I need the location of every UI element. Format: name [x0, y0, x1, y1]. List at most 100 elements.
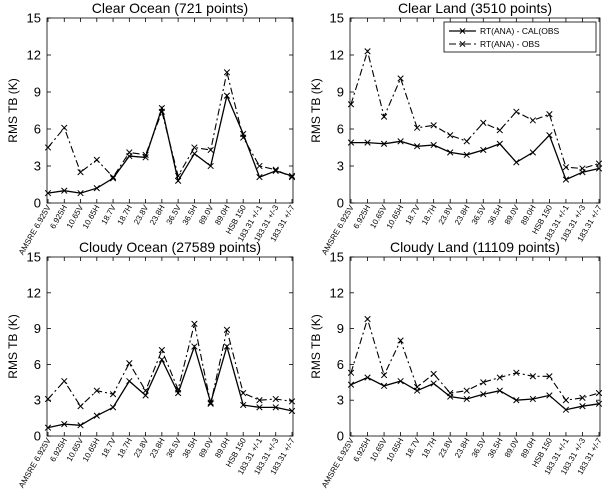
data-point — [240, 389, 247, 397]
data-point — [496, 387, 503, 394]
data-point — [480, 379, 487, 386]
y-tick-label: 0 — [34, 429, 41, 444]
data-point — [529, 149, 537, 156]
data-point — [595, 165, 603, 172]
y-tick-label: 9 — [337, 321, 344, 336]
x-tick-label: 23.8H — [148, 436, 167, 459]
data-point — [174, 172, 182, 180]
x-tick-label: 36.5H — [486, 203, 505, 226]
x-tick-label: 18.7H — [420, 203, 439, 226]
data-point — [546, 392, 553, 399]
data-point — [61, 187, 68, 194]
data-point — [142, 151, 149, 159]
data-point — [288, 407, 296, 415]
data-point — [126, 377, 133, 385]
data-point — [529, 117, 537, 124]
data-point — [463, 387, 470, 394]
data-point — [546, 132, 553, 139]
data-point — [496, 127, 503, 134]
data-point — [44, 144, 52, 151]
y-tick-label: 12 — [27, 48, 41, 63]
data-point — [546, 373, 553, 380]
y-tick-label: 15 — [330, 11, 344, 26]
y-axis-label: RMS TB (K) — [6, 314, 20, 378]
data-point — [380, 113, 388, 120]
data-point — [380, 382, 388, 390]
data-point — [513, 159, 520, 166]
y-tick-label: 6 — [337, 357, 344, 372]
data-point — [288, 172, 296, 180]
y-tick-label: 6 — [34, 122, 41, 137]
y-tick-label: 9 — [337, 85, 344, 100]
data-point — [77, 189, 84, 197]
data-point — [562, 176, 570, 183]
data-point — [397, 377, 404, 385]
data-point — [256, 404, 263, 411]
y-tick-label: 9 — [34, 321, 41, 336]
x-tick-label: 23.8H — [148, 203, 167, 226]
axes-box — [349, 256, 601, 437]
data-point — [562, 406, 570, 413]
panel-1: Clear Ocean (721 points) RMS TB (K) 0 3 6 9 12… — [6, 0, 297, 257]
y-axis-label: RMS TB (K) — [6, 78, 20, 142]
data-point — [513, 108, 520, 115]
x-tick-label: AMSRE 6.925V — [17, 436, 53, 490]
data-point — [109, 391, 117, 398]
data-point — [397, 337, 404, 344]
x-tick-label: 36.5H — [486, 436, 505, 459]
legend-label: RT(ANA) - OBS — [480, 39, 540, 49]
x-tick-label: 36.5H — [181, 203, 200, 226]
y-tick-label: 3 — [337, 393, 344, 408]
data-point — [447, 149, 454, 156]
y-tick-label: 6 — [34, 357, 41, 372]
data-point — [240, 401, 247, 409]
data-point — [256, 173, 263, 181]
data-point — [272, 166, 279, 173]
data-point — [347, 381, 355, 388]
series-line-obs — [47, 72, 293, 178]
chart-title: Cloudy Land (11109 points) — [390, 239, 560, 255]
panel-3: Cloudy Ocean (27589 points)RMS TB (K)036… — [6, 239, 297, 490]
data-point — [595, 389, 603, 397]
data-point — [109, 175, 117, 182]
chart-title: Clear Land (3510 points) — [398, 0, 552, 16]
data-point — [207, 400, 214, 407]
data-point — [44, 189, 52, 197]
series-line-cal-obs — [47, 344, 293, 429]
data-point — [579, 394, 586, 401]
data-point — [480, 391, 487, 398]
data-point — [513, 397, 520, 404]
x-tick-label: AMSRE 6.925V — [320, 203, 356, 257]
y-axis-label: RMS TB (K) — [309, 314, 323, 378]
data-point — [288, 398, 296, 405]
data-point — [93, 185, 100, 192]
data-point — [430, 141, 437, 149]
data-point — [579, 165, 586, 172]
data-point — [44, 424, 52, 431]
data-point — [77, 422, 84, 429]
data-point — [223, 69, 231, 76]
data-point — [480, 119, 487, 126]
data-point — [77, 403, 84, 410]
x-tick-label: 18.7H — [116, 203, 135, 226]
data-point — [595, 400, 603, 407]
data-point — [126, 149, 133, 156]
data-point — [364, 374, 371, 381]
axes-box — [46, 17, 294, 204]
series-line-obs — [350, 317, 600, 401]
y-tick-label: 0 — [337, 196, 344, 211]
series-line-obs — [350, 49, 600, 170]
data-point — [496, 374, 503, 381]
data-point — [430, 122, 437, 129]
legend: RT(ANA) - CAL(OBS RT(ANA) - OBS — [443, 21, 597, 53]
data-point — [93, 156, 100, 163]
x-tick-label: 18.7H — [116, 436, 135, 459]
data-point — [347, 101, 355, 108]
series-line-cal-obs — [351, 134, 600, 181]
data-point — [463, 395, 470, 403]
x-tick-label: 36.5H — [181, 436, 200, 459]
data-point — [430, 370, 437, 378]
data-point — [240, 134, 247, 141]
data-point — [272, 395, 279, 403]
